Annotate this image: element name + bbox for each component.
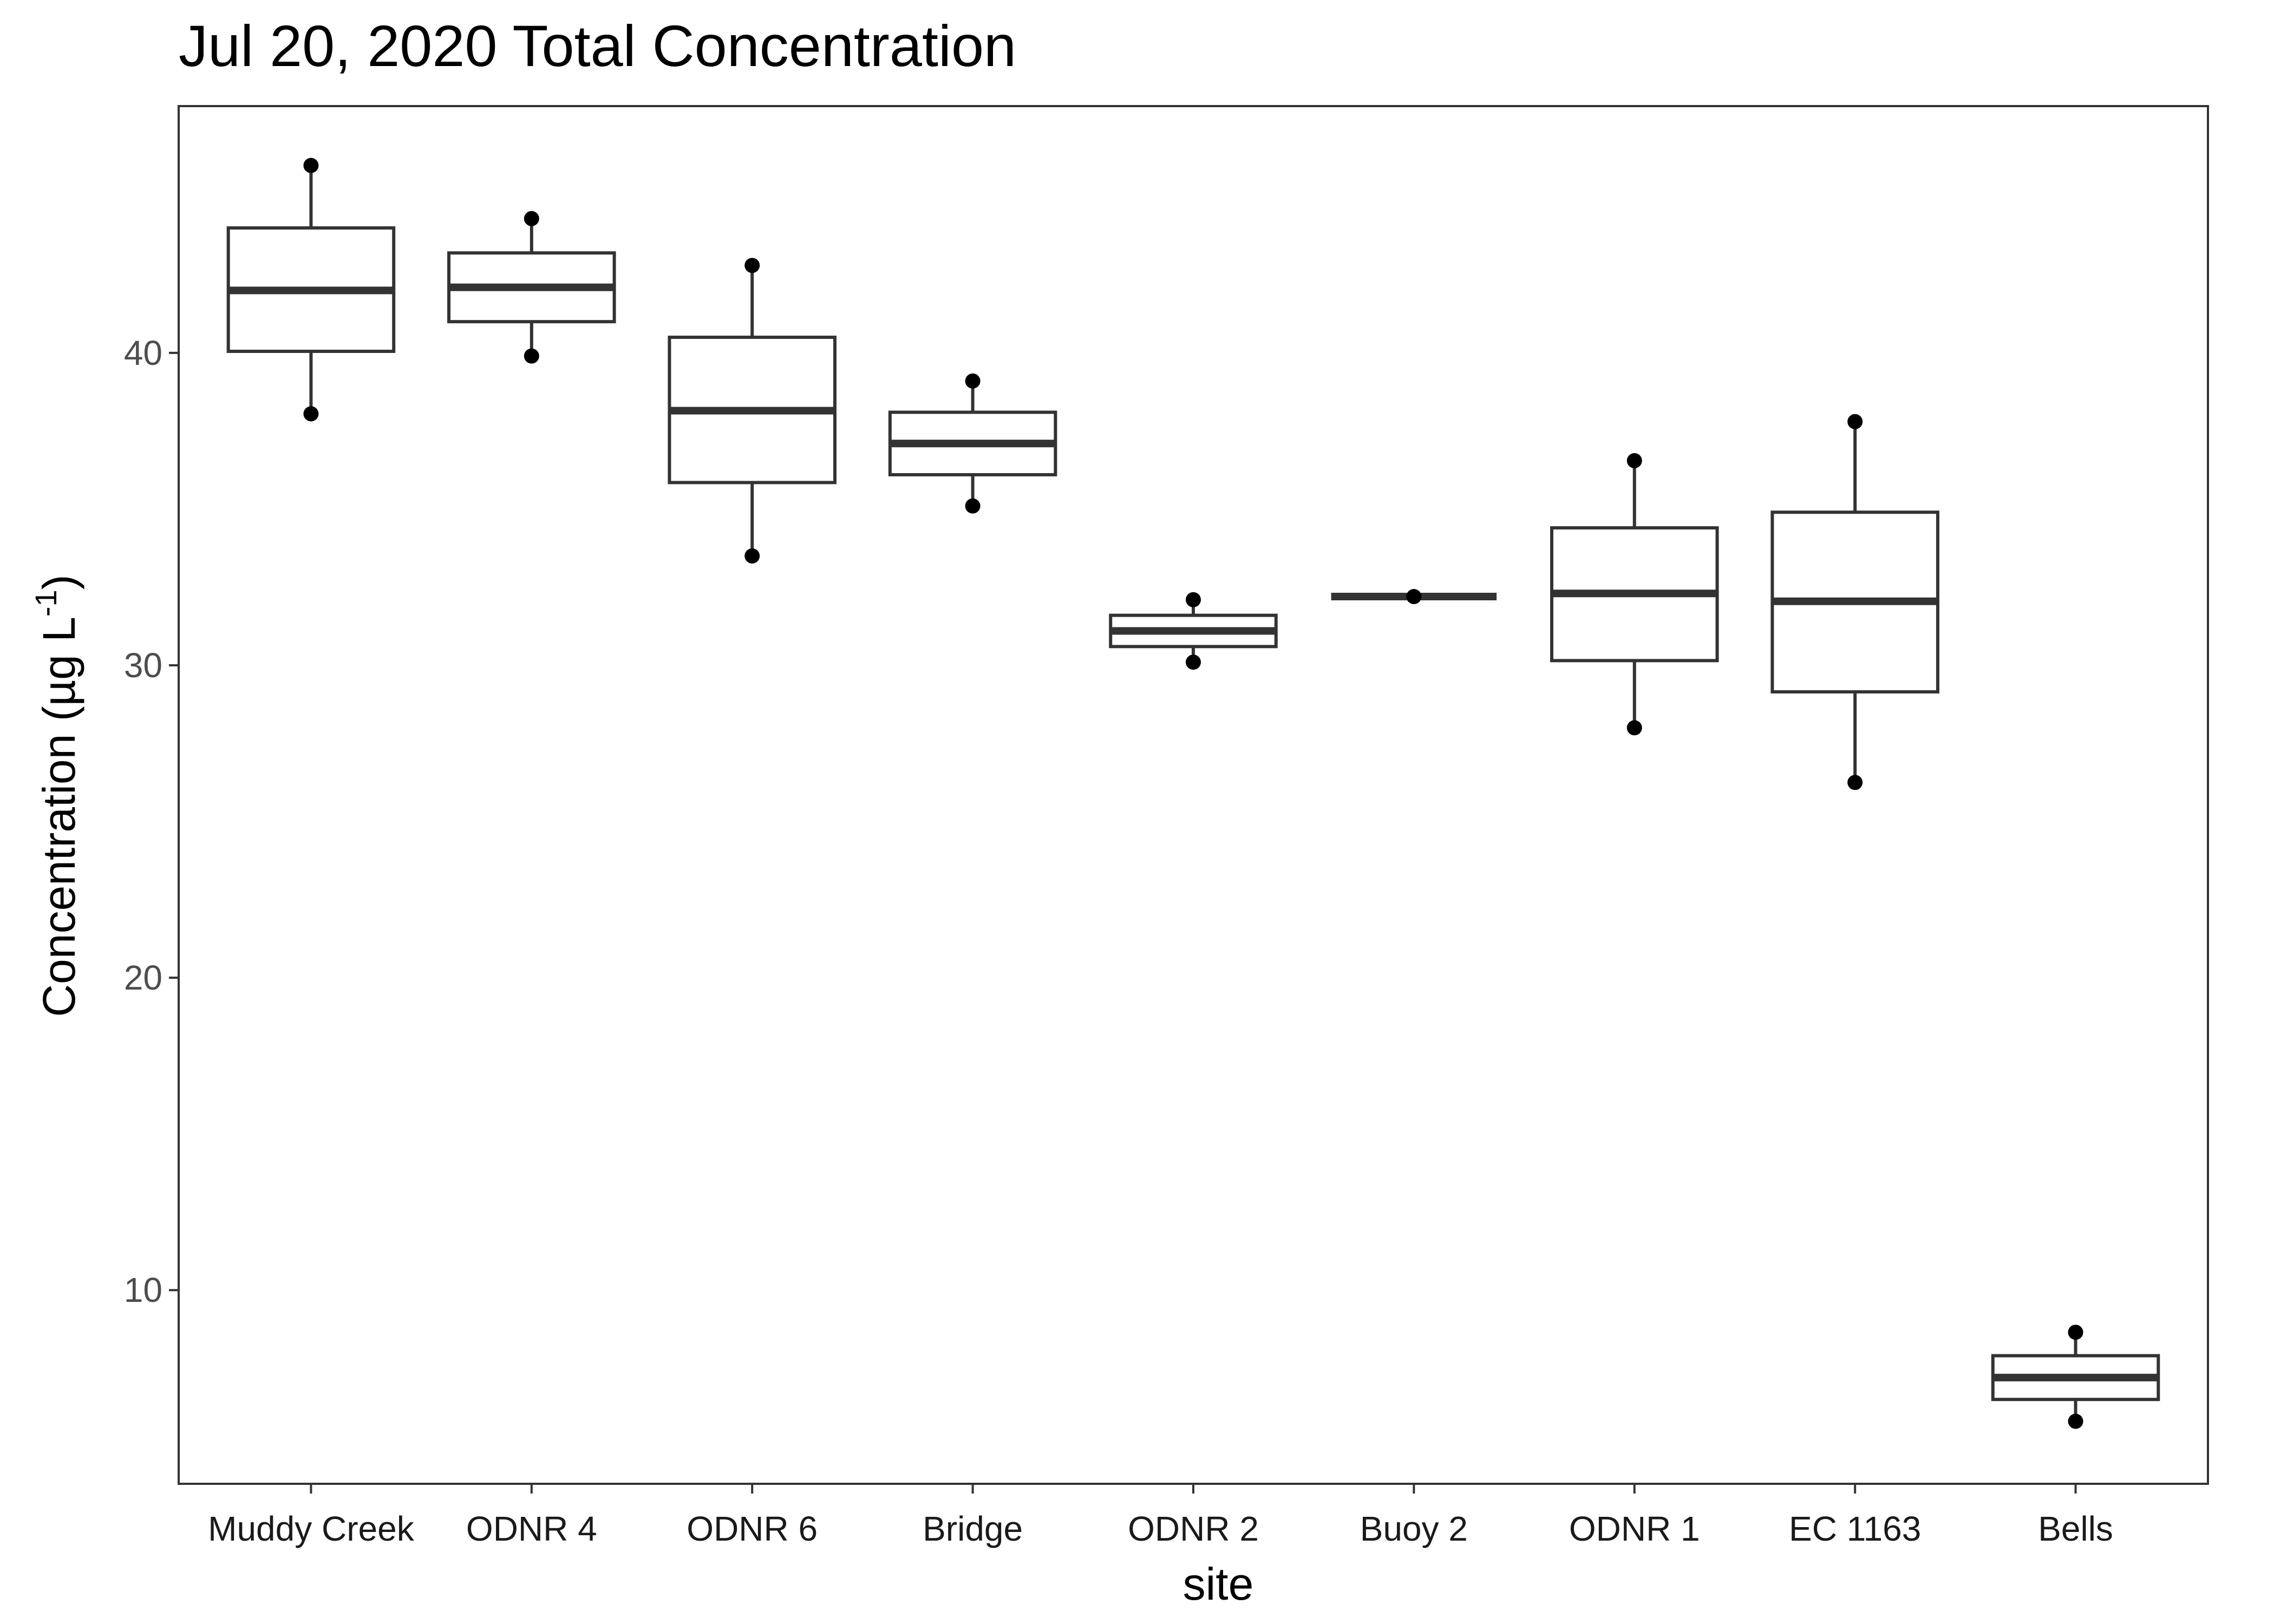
box-group xyxy=(888,373,1057,514)
y-tick-label: 30 xyxy=(124,646,162,685)
data-point xyxy=(965,373,981,389)
data-point xyxy=(1186,592,1201,607)
y-tick-label: 20 xyxy=(124,958,162,997)
data-point xyxy=(965,498,981,514)
y-tick-label: 40 xyxy=(124,333,162,372)
box-group xyxy=(1109,592,1278,670)
data-point xyxy=(1847,775,1863,790)
x-tick-label: Muddy Creek xyxy=(208,1509,415,1548)
box-group xyxy=(226,158,396,422)
data-point xyxy=(2068,1413,2083,1429)
data-point xyxy=(1406,589,1422,605)
x-tick-label: Buoy 2 xyxy=(1360,1509,1468,1548)
x-axis: Muddy Creek ODNR 4 ODNR 6 Bridge ODNR 2 Buoy … xyxy=(208,1484,2113,1548)
data-point xyxy=(1847,414,1863,429)
box-group xyxy=(1991,1325,2160,1429)
box-group xyxy=(447,211,616,364)
x-tick-label: ODNR 1 xyxy=(1569,1509,1700,1548)
data-point xyxy=(744,258,760,273)
chart-title: Jul 20, 2020 Total Concentration xyxy=(179,13,1016,78)
x-tick-label: ODNR 6 xyxy=(687,1509,818,1548)
box-group xyxy=(1331,589,1497,605)
plot-panel xyxy=(178,105,2209,1485)
y-axis-title: Concentration (µg L-1) xyxy=(29,574,84,1017)
data-point xyxy=(1626,453,1642,469)
x-tick-label: ODNR 4 xyxy=(466,1509,597,1548)
x-tick-label: ODNR 2 xyxy=(1128,1509,1259,1548)
y-axis: 10 20 30 40 xyxy=(124,333,179,1309)
x-axis-title: site xyxy=(1183,1558,1254,1609)
box-group xyxy=(1770,414,1939,790)
y-tick-label: 10 xyxy=(124,1271,162,1309)
data-point xyxy=(303,406,319,422)
x-tick-label: EC 1163 xyxy=(1789,1509,1921,1548)
x-tick-label: Bells xyxy=(2038,1509,2113,1548)
box-series xyxy=(226,158,2160,1429)
data-point xyxy=(303,158,319,173)
y-axis-title-close: ) xyxy=(34,574,84,590)
data-point xyxy=(2068,1325,2083,1340)
data-point xyxy=(1186,654,1201,670)
data-point xyxy=(524,211,539,226)
box-group xyxy=(668,258,837,564)
data-point xyxy=(744,548,760,564)
x-tick-label: Bridge xyxy=(923,1509,1023,1548)
data-point xyxy=(524,348,539,364)
y-axis-title-main: Concentration (µg L xyxy=(34,617,84,1017)
data-point xyxy=(1626,720,1642,736)
box-group xyxy=(1550,453,1719,736)
y-axis-title-superscript: -1 xyxy=(29,590,63,617)
